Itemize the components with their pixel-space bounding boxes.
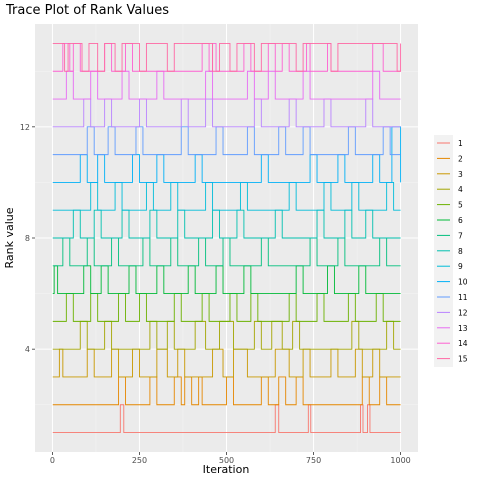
x-axis-ticks: 0 250 500 750 1000: [50, 452, 411, 465]
y-tick-label: 12: [20, 123, 30, 132]
legend-label-13: 13: [458, 324, 468, 333]
legend-label-4: 4: [458, 185, 463, 194]
y-tick-label: 4: [25, 345, 30, 354]
x-tick-label: 500: [219, 456, 234, 465]
x-tick-label: 1000: [390, 456, 410, 465]
legend-label-14: 14: [458, 339, 468, 348]
y-axis-ticks: 4 8 12: [20, 123, 35, 354]
x-tick-label: 250: [132, 456, 147, 465]
x-tick-label: 750: [306, 456, 321, 465]
legend-label-3: 3: [458, 170, 463, 179]
legend-label-6: 6: [458, 216, 463, 225]
legend-label-1: 1: [458, 139, 463, 148]
series-line-5: [52, 293, 401, 322]
legend-label-11: 11: [458, 293, 468, 302]
legend-label-9: 9: [458, 262, 463, 271]
y-axis-title: Rank value: [3, 207, 16, 268]
chart-title: Trace Plot of Rank Values: [5, 3, 169, 18]
legend-label-12: 12: [458, 308, 468, 317]
legend-label-10: 10: [458, 278, 468, 287]
legend-label-8: 8: [458, 247, 463, 256]
legend-label-2: 2: [458, 154, 463, 163]
legend-label-5: 5: [458, 201, 463, 210]
legend-label-15: 15: [458, 355, 468, 364]
x-tick-label: 0: [50, 456, 55, 465]
series-lines: [52, 43, 402, 433]
series-line-15: [52, 43, 402, 72]
legend-label-7: 7: [458, 231, 463, 240]
x-axis-title: Iteration: [203, 463, 250, 476]
y-tick-label: 8: [25, 234, 30, 243]
